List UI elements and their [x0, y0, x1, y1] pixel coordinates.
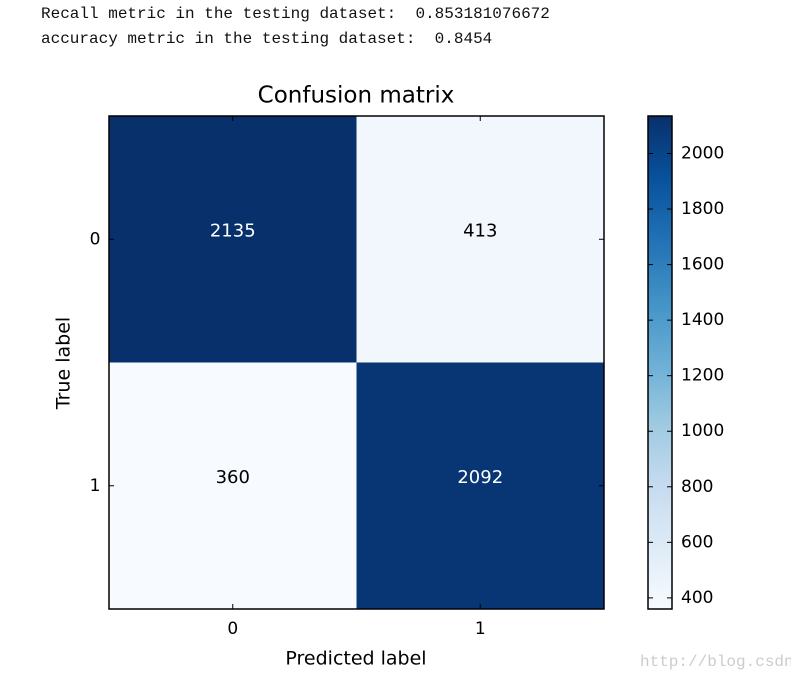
heatmap-cell [109, 362, 357, 609]
colorbar-tick-label: 1000 [681, 421, 724, 441]
colorbar-tick-label: 2000 [681, 143, 724, 163]
heatmap-cell [356, 116, 604, 363]
plot-frame [108, 115, 605, 610]
heatmap-cell [356, 362, 604, 609]
cell-label: 2135 [210, 220, 256, 241]
cell-label: 2092 [457, 467, 503, 488]
x-axis-label: Predicted label [285, 648, 426, 670]
colorbar-tick-label: 800 [681, 477, 713, 497]
x-tick-label: 1 [475, 619, 486, 639]
x-tick-label: 0 [227, 619, 238, 639]
cell-label: 360 [216, 467, 250, 488]
colorbar [647, 115, 673, 610]
colorbar-tick-label: 400 [681, 588, 713, 608]
console-line: Recall metric in the testing dataset: 0.… [41, 5, 550, 23]
colorbar-tick-label: 1800 [681, 199, 724, 219]
y-tick-label: 1 [90, 476, 101, 496]
chart-title: Confusion matrix [258, 83, 455, 109]
colorbar-tick-label: 1200 [681, 366, 724, 386]
colorbar-tick-label: 1400 [681, 310, 724, 330]
console-line: accuracy metric in the testing dataset: … [41, 30, 493, 48]
watermark: http://blog.csdn.net/cskywit [640, 653, 791, 671]
y-axis-label: True label [53, 317, 75, 410]
y-tick-label: 0 [90, 229, 101, 249]
colorbar-tick-label: 600 [681, 532, 713, 552]
heatmap-cell [109, 116, 357, 363]
cell-label: 413 [463, 220, 497, 241]
colorbar-tick-label: 1600 [681, 255, 724, 275]
